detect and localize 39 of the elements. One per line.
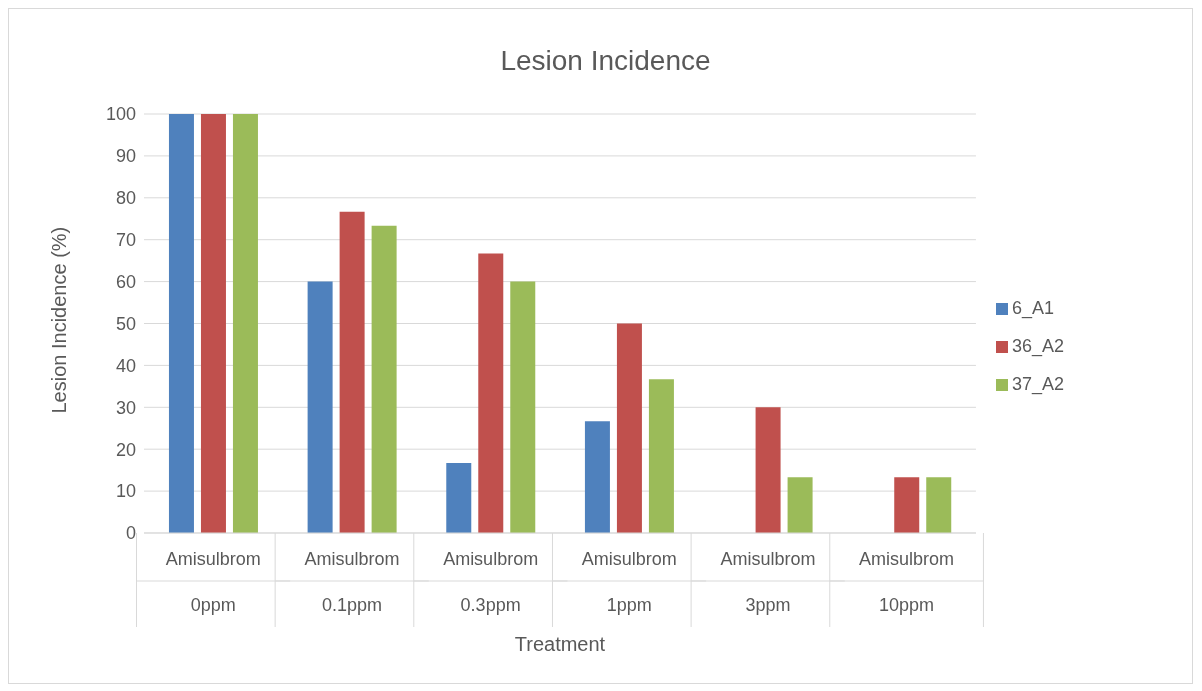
y-tick-label: 10 [115, 481, 136, 502]
bar [371, 225, 397, 533]
chart-title: Lesion Incidence [499, 45, 712, 77]
bar [787, 477, 813, 533]
y-tick-label: 30 [115, 397, 136, 418]
category-label: Amisulbrom 1ppm [581, 549, 677, 615]
y-tick-label: 40 [115, 355, 136, 376]
bar [307, 281, 333, 533]
bar [339, 211, 365, 533]
y-tick-label: 70 [115, 230, 136, 251]
legend-label: 37_A2 [1011, 374, 1064, 394]
y-tick-label: 80 [115, 188, 136, 209]
bar [584, 421, 610, 533]
y-tick-label: 0 [125, 523, 136, 544]
bar [616, 323, 642, 533]
y-tick-label: 50 [115, 313, 136, 334]
bar [446, 463, 472, 533]
y-tick-label: 60 [115, 271, 136, 292]
bar [510, 281, 536, 533]
category-label: Amisulbrom 3ppm [720, 549, 816, 615]
bar [232, 114, 258, 533]
bar [926, 477, 952, 533]
bar [894, 477, 920, 533]
y-tick-label: 90 [115, 146, 136, 167]
bar [648, 379, 674, 533]
y-axis-title: Lesion Incidence (%) [48, 226, 71, 414]
category-label: Amisulbrom 10ppm [859, 549, 955, 615]
category-label: Amisulbrom 0ppm [165, 549, 261, 615]
bar [478, 253, 504, 533]
y-tick-label: 20 [115, 439, 136, 460]
bar [168, 114, 194, 533]
x-axis-title: Treatment [514, 633, 606, 655]
legend-label: 36_A2 [1011, 336, 1064, 356]
category-label: Amisulbrom 0.1ppm [304, 549, 400, 615]
y-tick-label: 100 [105, 104, 136, 125]
legend-label: 6_A1 [1011, 298, 1054, 318]
bar [755, 407, 781, 533]
bar [200, 114, 226, 533]
category-label: Amisulbrom 0.3ppm [443, 549, 539, 615]
